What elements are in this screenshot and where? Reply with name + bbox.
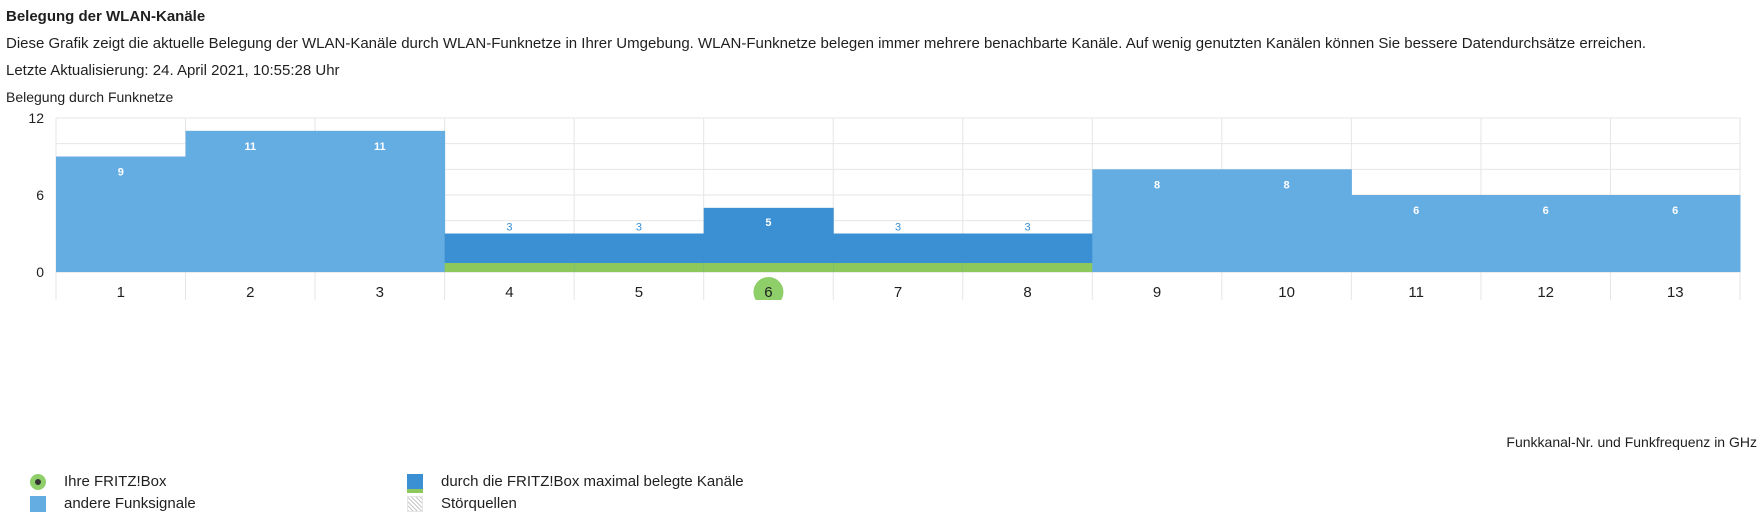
- fritzbox-band-channel-6: [703, 263, 834, 272]
- x-tick-channel-11: 11: [1408, 284, 1424, 300]
- bar-channel-13: [1610, 195, 1741, 272]
- bar-channel-10: [1221, 169, 1352, 272]
- legend-item-max-channels: durch die FRITZ!Box maximal belegte Kanä…: [407, 473, 744, 493]
- y-tick-label: 0: [36, 264, 44, 280]
- bar-channel-1: [56, 156, 187, 272]
- x-tick-channel-13: 13: [1667, 284, 1684, 300]
- fritzbox-band-channel-7: [833, 263, 964, 272]
- data-label-channel-6: 5: [765, 217, 771, 229]
- data-label-channel-3: 11: [374, 141, 386, 153]
- legend-item-fritzbox: Ihre FRITZ!Box: [30, 473, 167, 490]
- data-label-channel-10: 8: [1284, 179, 1290, 191]
- x-tick-channel-8: 8: [1023, 284, 1031, 300]
- x-tick-channel-2: 2: [246, 284, 254, 300]
- x-tick-channel-12: 12: [1537, 284, 1554, 300]
- y-tick-label: 12: [28, 110, 44, 126]
- channel-usage-chart: 0612912,4121122,4171132,422342,427352,43…: [28, 110, 1741, 300]
- other-signals-swatch-icon: [30, 495, 46, 512]
- axis-caption: Funkkanal-Nr. und Funkfrequenz in GHz: [1506, 434, 1757, 450]
- last-update-text: Letzte Aktualisierung: 24. April 2021, 1…: [6, 62, 340, 79]
- legend-label-other-signals: andere Funksignale: [64, 495, 196, 512]
- fritzbox-band-channel-8: [962, 263, 1093, 272]
- data-label-channel-1: 9: [118, 167, 124, 179]
- data-label-channel-9: 8: [1154, 179, 1160, 191]
- bar-channel-11: [1351, 195, 1482, 272]
- y-tick-label: 6: [36, 187, 44, 203]
- interference-swatch-icon: [407, 495, 423, 512]
- data-label-channel-12: 6: [1543, 205, 1549, 217]
- bar-channel-3: [315, 130, 446, 272]
- data-label-channel-5: 3: [636, 222, 642, 234]
- fritzbox-channel-marker: [753, 277, 784, 300]
- bar-channel-9: [1092, 169, 1223, 272]
- page-title: Belegung der WLAN-Kanäle: [6, 8, 206, 25]
- x-tick-channel-4: 4: [505, 284, 513, 300]
- data-label-channel-8: 3: [1024, 222, 1030, 234]
- data-label-channel-2: 11: [244, 141, 256, 153]
- bar-channel-2: [185, 130, 316, 272]
- fritzbox-marker-icon: [30, 473, 46, 490]
- data-label-channel-7: 3: [895, 222, 901, 234]
- data-label-channel-13: 6: [1672, 205, 1678, 217]
- x-tick-channel-10: 10: [1278, 284, 1295, 300]
- bar-channel-6: [703, 207, 834, 272]
- legend-item-other-signals: andere Funksignale: [30, 495, 196, 512]
- data-label-channel-11: 6: [1413, 205, 1419, 217]
- legend-label-interference: Störquellen: [441, 495, 517, 512]
- legend-label-max-channels: durch die FRITZ!Box maximal belegte Kanä…: [441, 473, 744, 490]
- bar-channel-12: [1480, 195, 1611, 272]
- x-tick-channel-3: 3: [376, 284, 384, 300]
- x-tick-channel-1: 1: [117, 284, 125, 300]
- x-tick-channel-5: 5: [635, 284, 643, 300]
- legend-item-interference: Störquellen: [407, 495, 517, 512]
- max-channels-swatch-icon: [407, 473, 423, 493]
- data-label-channel-4: 3: [506, 222, 512, 234]
- fritzbox-band-channel-5: [574, 263, 705, 272]
- legend-label-fritzbox: Ihre FRITZ!Box: [64, 473, 167, 490]
- x-tick-channel-9: 9: [1153, 284, 1161, 300]
- fritzbox-band-channel-4: [444, 263, 575, 272]
- page-description: Diese Grafik zeigt die aktuelle Belegung…: [6, 35, 1647, 52]
- x-tick-channel-6: 6: [764, 284, 772, 300]
- x-tick-channel-7: 7: [894, 284, 902, 300]
- chart-label: Belegung durch Funknetze: [6, 89, 174, 105]
